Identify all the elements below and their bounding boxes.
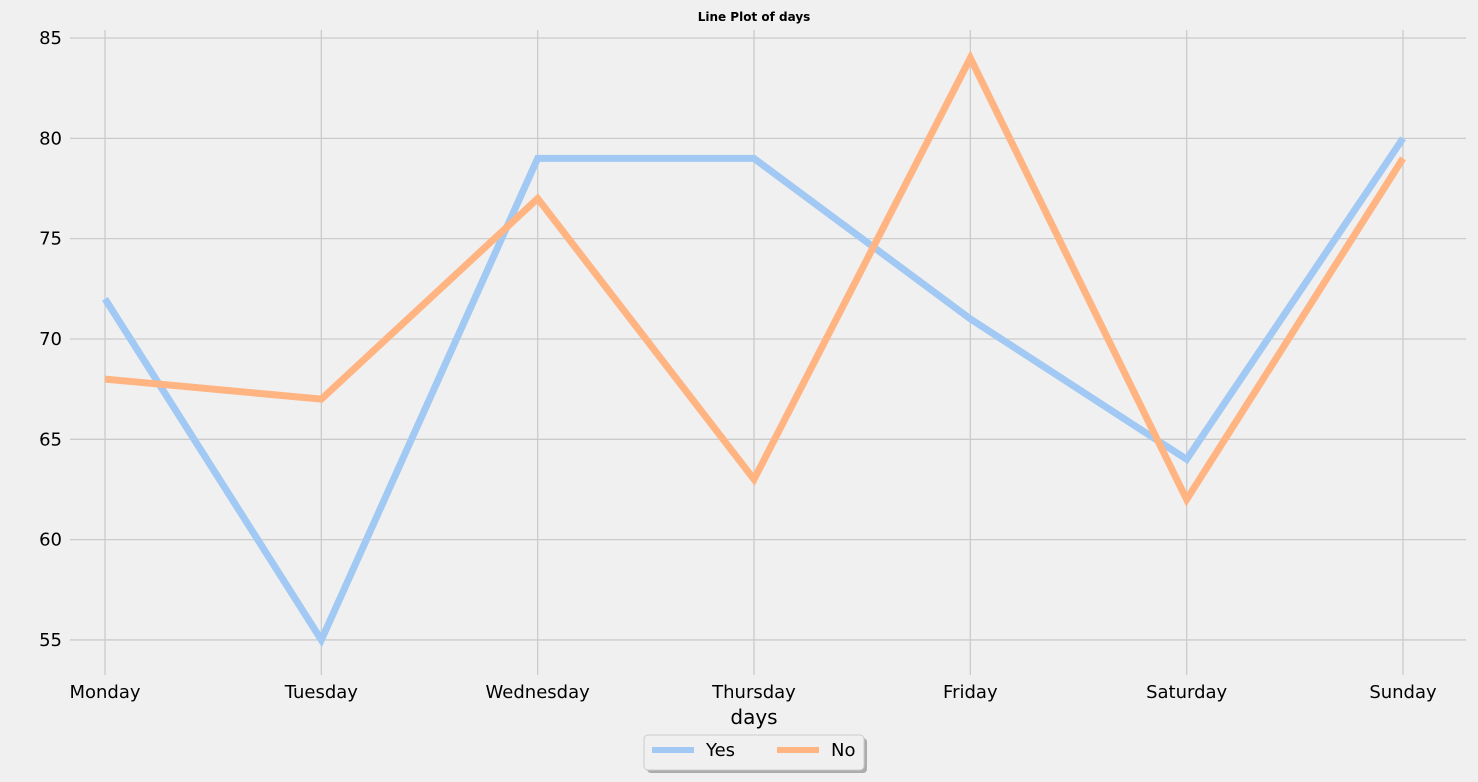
y-tick-label: 85	[39, 28, 62, 49]
series-line-yes	[102, 136, 1406, 648]
y-tick-label: 80	[39, 128, 62, 149]
y-tick-label: 70	[39, 329, 62, 350]
grid-lines	[70, 30, 1466, 675]
chart-title: Line Plot of days	[698, 10, 811, 24]
x-tick-label: Saturday	[1146, 682, 1227, 703]
x-tick-label: Sunday	[1369, 682, 1437, 703]
y-tick-label: 60	[39, 530, 62, 551]
y-tick-label: 75	[39, 229, 62, 250]
x-tick-label: Monday	[69, 682, 140, 703]
x-tick-label: Tuesday	[284, 682, 359, 703]
legend-label-no: No	[831, 740, 855, 761]
legend: Yes No	[643, 734, 867, 773]
x-tick-label: Wednesday	[486, 682, 591, 703]
y-tick-label: 55	[39, 630, 62, 651]
x-tick-label: Friday	[943, 682, 998, 703]
x-axis-label: days	[730, 705, 777, 729]
series-line-no	[104, 50, 1406, 507]
x-axis-ticks: Monday Tuesday Wednesday Thursday Friday Satu…	[69, 682, 1437, 703]
legend-frame	[643, 734, 865, 771]
legend-label-yes: Yes	[705, 740, 735, 761]
y-axis-ticks: 55 60 65 70 75 80 85	[39, 28, 62, 651]
series-lines	[102, 50, 1406, 648]
legend-items: Yes No	[652, 740, 855, 761]
x-tick-label: Thursday	[711, 682, 796, 703]
y-tick-label: 65	[39, 429, 62, 450]
